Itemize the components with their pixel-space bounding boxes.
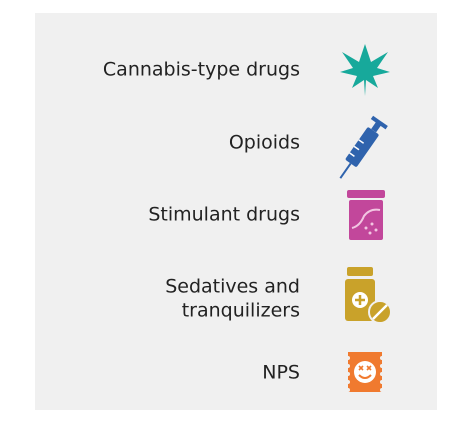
- nps-icon: [346, 352, 384, 392]
- item-label: tranquilizers: [182, 300, 300, 322]
- item-label: Stimulant drugs: [148, 204, 300, 226]
- stimulant-icon: [347, 190, 385, 240]
- sedatives-icon: [345, 267, 392, 324]
- cannabis-icon: [340, 44, 390, 96]
- item-label: Opioids: [229, 132, 300, 154]
- item-label: Sedatives and: [165, 276, 300, 298]
- syringe-icon: [339, 115, 388, 179]
- item-label: Cannabis-type drugs: [103, 59, 300, 81]
- item-label: NPS: [262, 362, 300, 384]
